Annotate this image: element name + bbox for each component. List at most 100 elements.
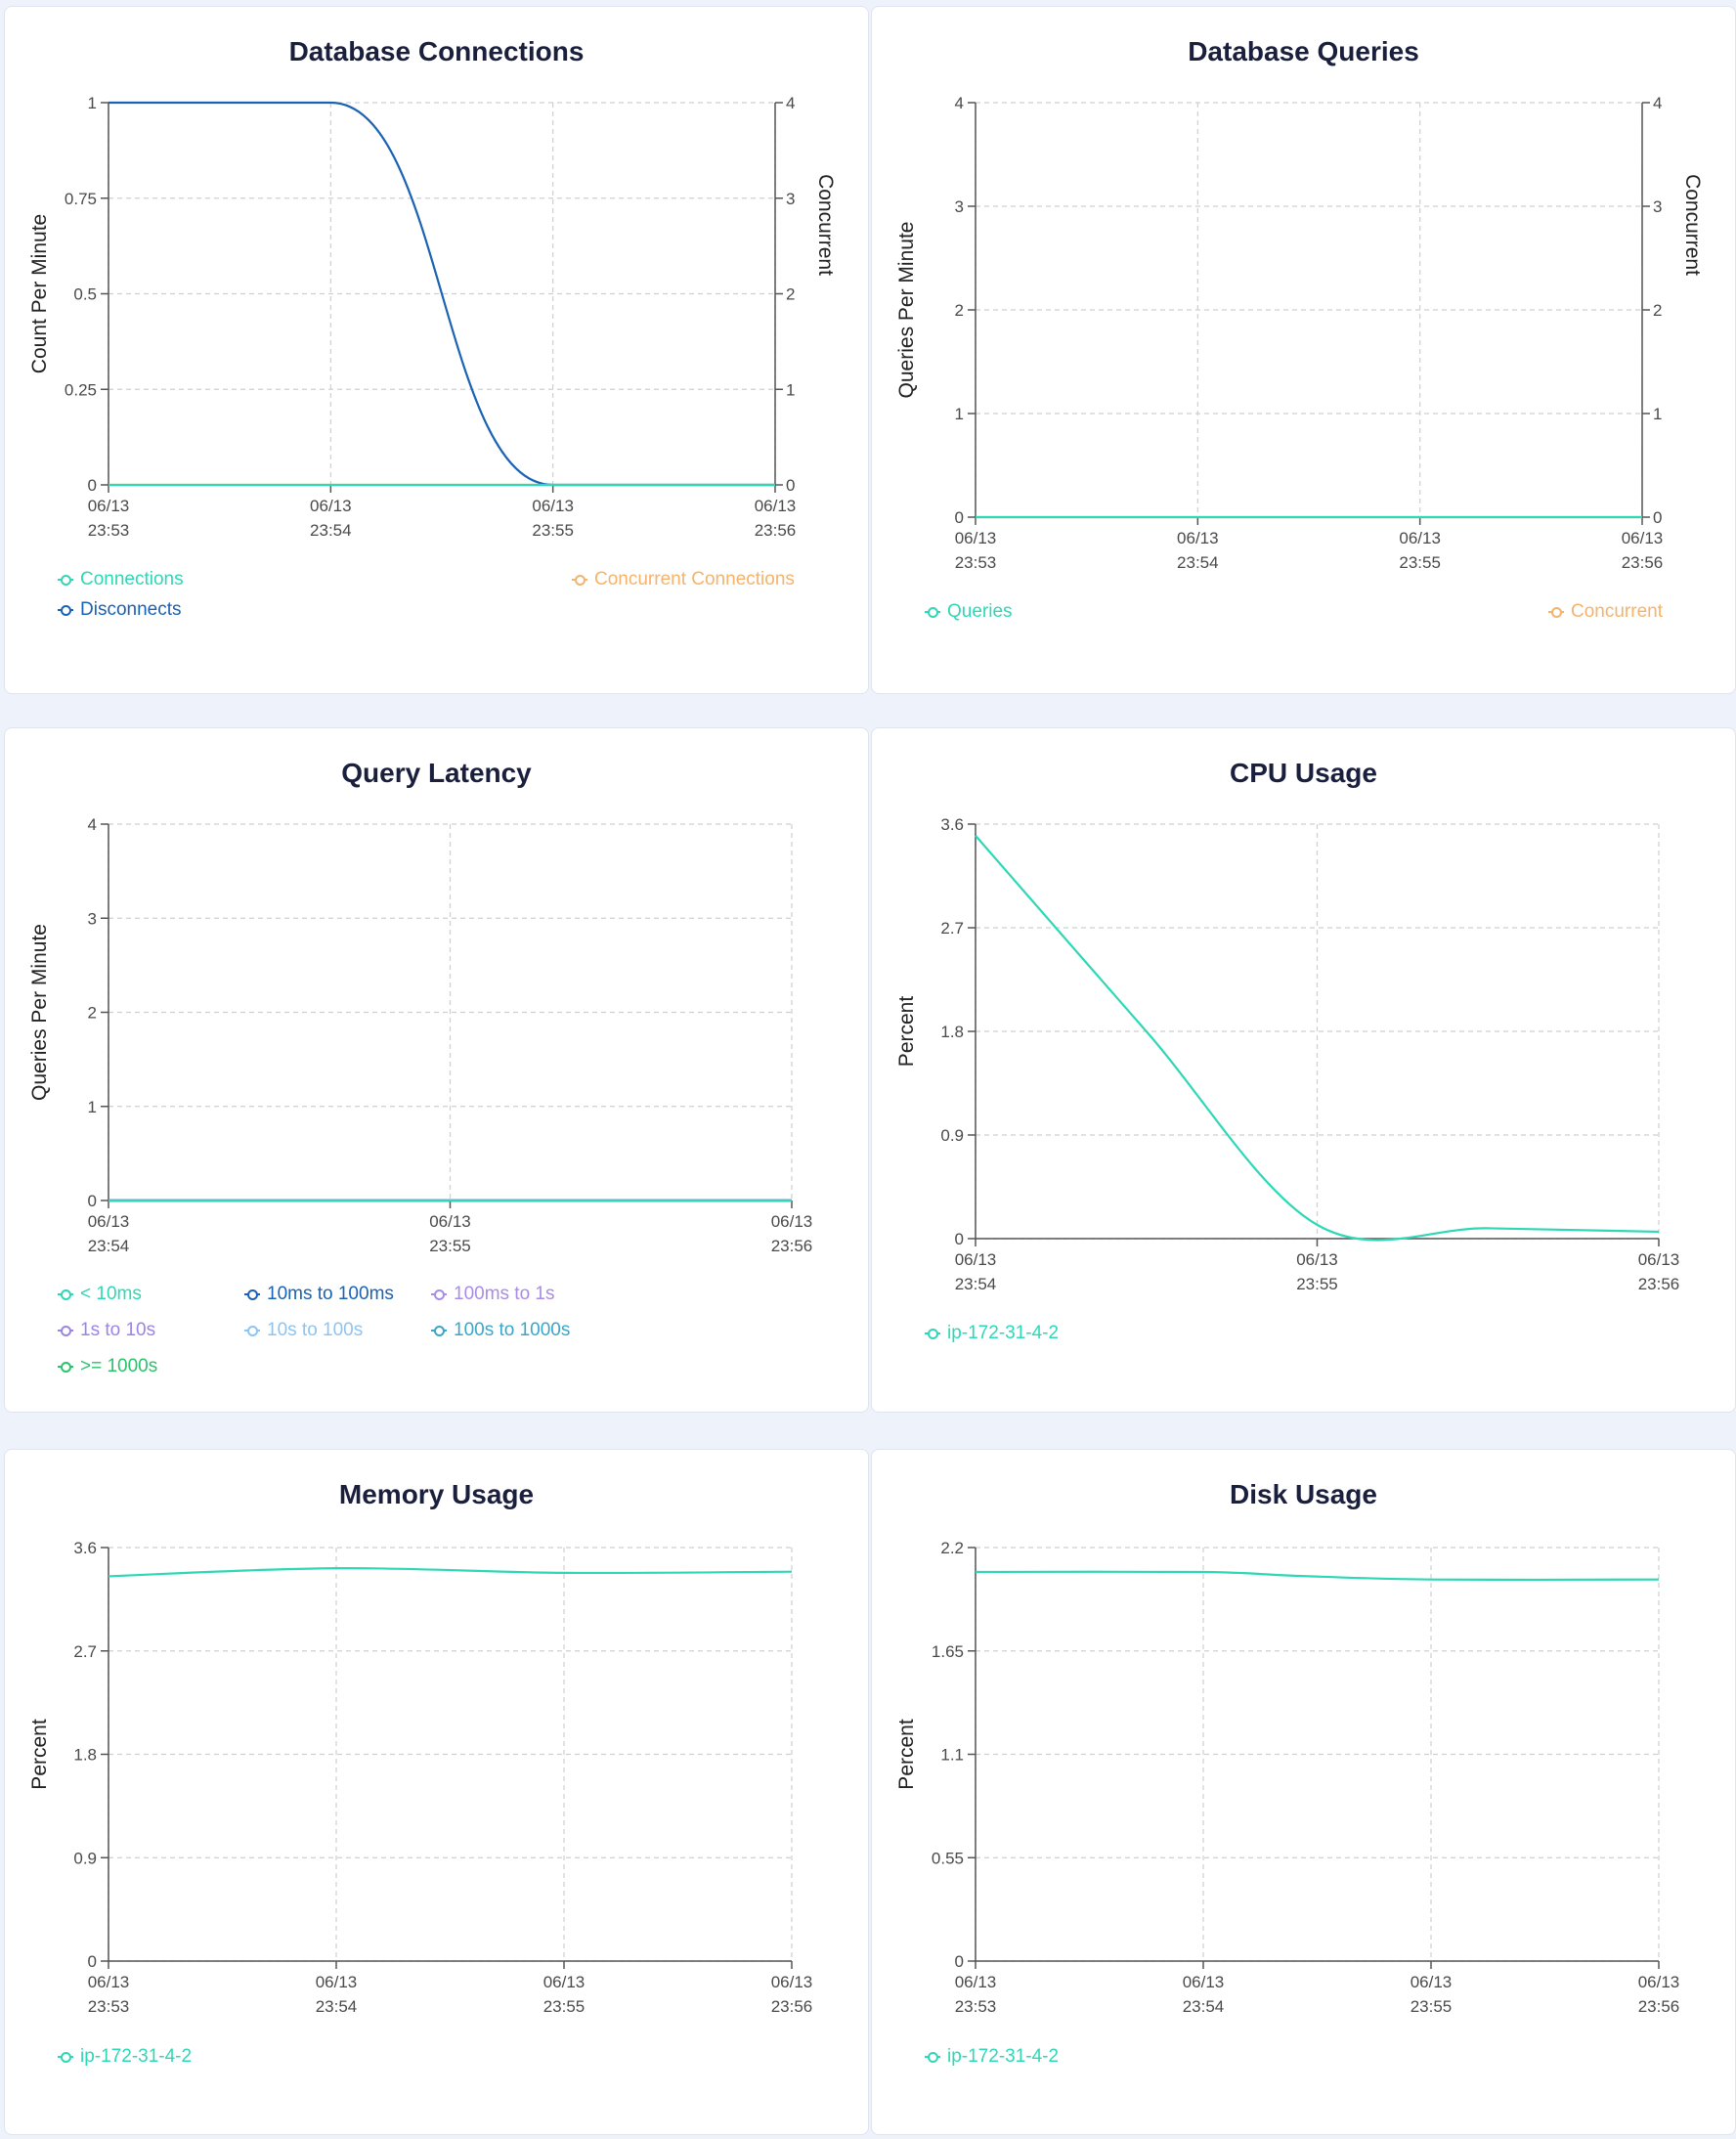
legend-marker-icon bbox=[925, 2052, 940, 2063]
legend-label: ip-172-31-4-2 bbox=[947, 2046, 1060, 2067]
y2-tick-label: 1 bbox=[1653, 405, 1662, 423]
legend-marker-icon bbox=[58, 605, 73, 616]
legend-label: ip-172-31-4-2 bbox=[947, 1323, 1060, 1343]
y-tick-label: 0 bbox=[955, 1952, 964, 1971]
x-tick-label: 06/13 23:55 bbox=[1296, 1250, 1338, 1293]
legend-marker-icon bbox=[244, 1289, 260, 1300]
y2-tick-label: 4 bbox=[1653, 94, 1662, 112]
x-tick-label: 06/13 23:53 bbox=[955, 1973, 997, 2016]
chart-title: Disk Usage bbox=[1230, 1479, 1377, 1509]
legend-item-connections[interactable]: Connections bbox=[58, 569, 184, 590]
x-tick-label: 06/13 23:53 bbox=[955, 529, 997, 572]
y-axis-label: Percent bbox=[895, 996, 918, 1068]
y-tick-label: 2 bbox=[955, 301, 964, 320]
legend-item-10ms-to-100ms[interactable]: 10ms to 100ms bbox=[244, 1284, 394, 1305]
memory-usage-panel: Memory Usage 0 0.9 1.8 2.7 3.6 06/13 23:53 06/1… bbox=[4, 1449, 869, 2135]
y-tick-label: 1.8 bbox=[940, 1023, 964, 1041]
y2-tick-label: 3 bbox=[1653, 197, 1662, 216]
y-tick-label: 1 bbox=[88, 94, 97, 112]
y2-tick-label: 0 bbox=[1653, 508, 1662, 527]
y-tick-label: 4 bbox=[88, 815, 97, 834]
legend-label: ip-172-31-4-2 bbox=[80, 2046, 193, 2067]
legend-item-disconnects[interactable]: Disconnects bbox=[58, 599, 182, 621]
database-connections-panel: Database Connections 0 0.25 0.5 0.75 1 0 1 2 3 4 0… bbox=[4, 6, 869, 694]
y-tick-label: 0 bbox=[955, 508, 964, 527]
memory-usage-chart: 0 0.9 1.8 2.7 3.6 06/13 23:53 06/13 23:54 06/13 23… bbox=[28, 1539, 813, 2016]
y-tick-label: 4 bbox=[955, 94, 964, 112]
y-axis-label: Queries Per Minute bbox=[28, 924, 51, 1101]
legend-item-10s-to-100s[interactable]: 10s to 100s bbox=[244, 1320, 363, 1341]
legend-item-1s-to-10s[interactable]: 1s to 10s bbox=[58, 1320, 155, 1341]
x-tick-label: 06/13 23:54 bbox=[955, 1250, 997, 1293]
y-tick-label: 0 bbox=[88, 1192, 97, 1210]
x-tick-label: 06/13 23:55 bbox=[532, 497, 574, 540]
legend-label: Connections bbox=[80, 569, 184, 589]
y2-tick-label: 2 bbox=[1653, 301, 1662, 320]
chart-title: CPU Usage bbox=[1230, 758, 1377, 788]
y-axis-label: Percent bbox=[28, 1719, 51, 1790]
legend-item-ip-172-31-4-2[interactable]: ip-172-31-4-2 bbox=[58, 2046, 192, 2068]
legend-item-ip-172-31-4-2[interactable]: ip-172-31-4-2 bbox=[925, 2046, 1059, 2068]
x-tick-label: 06/13 23:54 bbox=[1183, 1973, 1225, 2016]
legend-marker-icon bbox=[1548, 607, 1564, 618]
legend-item-lt-10ms[interactable]: < 10ms bbox=[58, 1284, 142, 1305]
legend-marker-icon bbox=[925, 607, 940, 618]
legend-item-ip-172-31-4-2[interactable]: ip-172-31-4-2 bbox=[925, 1323, 1059, 1344]
y-tick-label: 2.7 bbox=[940, 919, 964, 938]
legend-marker-icon bbox=[58, 1289, 73, 1300]
disk-usage-chart: 0 0.55 1.1 1.65 2.2 06/13 23:53 06/13 23:54 06/13… bbox=[895, 1539, 1679, 2016]
legend-label: Concurrent bbox=[1571, 601, 1663, 622]
y-tick-label: 2.7 bbox=[73, 1642, 97, 1661]
y-tick-label: 1.1 bbox=[940, 1746, 964, 1765]
legend-marker-icon bbox=[431, 1289, 447, 1300]
chart-title: Query Latency bbox=[341, 758, 532, 788]
y2-tick-label: 2 bbox=[786, 285, 795, 304]
legend-item-gte-1000s[interactable]: >= 1000s bbox=[58, 1356, 157, 1377]
y-tick-label: 2.2 bbox=[940, 1539, 964, 1557]
grid bbox=[108, 1547, 793, 1962]
y-tick-label: 0.25 bbox=[65, 380, 97, 399]
y2-axis-label: Concurrent bbox=[1681, 174, 1704, 276]
legend-marker-icon bbox=[431, 1326, 447, 1336]
cpu-usage-panel: CPU Usage 0 0.9 1.8 2.7 3.6 06/13 23:54 06/13 23… bbox=[871, 727, 1736, 1413]
legend-item-concurrent-connections[interactable]: Concurrent Connections bbox=[572, 569, 795, 590]
y-tick-label: 0.55 bbox=[932, 1849, 964, 1867]
series-line-ip-172-31-4-2 bbox=[975, 1570, 1660, 1582]
legend-item-concurrent[interactable]: Concurrent bbox=[1548, 601, 1663, 623]
y-tick-label: 1 bbox=[955, 405, 964, 423]
x-tick-label: 06/13 23:56 bbox=[755, 497, 797, 540]
legend-label: Queries bbox=[947, 601, 1013, 622]
legend-marker-icon bbox=[572, 575, 587, 586]
legend-label: 10ms to 100ms bbox=[267, 1284, 394, 1304]
y-tick-label: 1.65 bbox=[932, 1642, 964, 1661]
y-tick-label: 0 bbox=[88, 1952, 97, 1971]
legend-item-100ms-to-1s[interactable]: 100ms to 1s bbox=[431, 1284, 555, 1305]
y-tick-label: 3.6 bbox=[940, 815, 964, 834]
x-tick-label: 06/13 23:55 bbox=[543, 1973, 586, 2016]
y2-axis-label: Concurrent bbox=[814, 174, 837, 276]
series-line-ip-172-31-4-2 bbox=[108, 1566, 793, 1578]
x-tick-label: 06/13 23:53 bbox=[88, 497, 130, 540]
x-tick-label: 06/13 23:54 bbox=[310, 497, 352, 540]
y-tick-label: 3 bbox=[955, 197, 964, 216]
chart-title: Database Connections bbox=[288, 36, 585, 66]
y2-tick-label: 1 bbox=[786, 380, 795, 399]
legend-marker-icon bbox=[58, 2052, 73, 2063]
legend-label: >= 1000s bbox=[80, 1356, 158, 1376]
x-tick-label: 06/13 23:56 bbox=[771, 1973, 813, 2016]
x-tick-label: 06/13 23:56 bbox=[771, 1212, 813, 1255]
y-tick-label: 2 bbox=[88, 1004, 97, 1023]
legend-marker-icon bbox=[58, 575, 73, 586]
query-latency-chart: 0 1 2 3 4 06/13 23:54 06/13 23:55 06/13 23:56 Queri… bbox=[28, 815, 813, 1255]
legend-label: 10s to 100s bbox=[267, 1320, 364, 1340]
legend-marker-icon bbox=[58, 1362, 73, 1373]
y-tick-label: 0.5 bbox=[73, 285, 97, 304]
x-tick-label: 06/13 23:54 bbox=[88, 1212, 130, 1255]
legend-label: Concurrent Connections bbox=[594, 569, 795, 589]
database-queries-panel: Database Queries 0 1 2 3 4 0 1 2 3 4 06/13 23:53 06/… bbox=[871, 6, 1736, 694]
cpu-usage-chart: 0 0.9 1.8 2.7 3.6 06/13 23:54 06/13 23:55 06/13 23… bbox=[895, 815, 1679, 1293]
legend-label: 100s to 1000s bbox=[454, 1320, 571, 1340]
legend-item-100s-to-1000s[interactable]: 100s to 1000s bbox=[431, 1320, 570, 1341]
y2-tick-label: 3 bbox=[786, 190, 795, 208]
legend-item-queries[interactable]: Queries bbox=[925, 601, 1013, 623]
